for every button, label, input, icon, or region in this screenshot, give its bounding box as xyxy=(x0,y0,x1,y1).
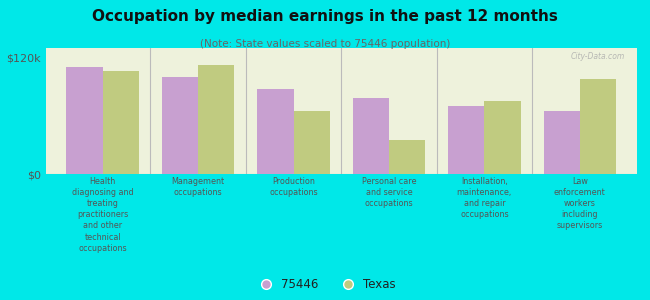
Bar xyxy=(103,71,139,174)
Text: (Note: State values scaled to 75446 population): (Note: State values scaled to 75446 popu… xyxy=(200,39,450,49)
Bar xyxy=(162,77,198,174)
Text: Management
occupations: Management occupations xyxy=(172,177,225,197)
Bar xyxy=(294,111,330,174)
Bar xyxy=(257,89,294,174)
Bar xyxy=(484,101,521,174)
Text: Occupation by median earnings in the past 12 months: Occupation by median earnings in the pas… xyxy=(92,9,558,24)
Bar xyxy=(580,79,616,174)
Text: City-Data.com: City-Data.com xyxy=(571,52,625,61)
Text: Personal care
and service
occupations: Personal care and service occupations xyxy=(361,177,416,208)
Bar xyxy=(353,98,389,174)
Bar xyxy=(448,106,484,174)
Legend: 75446, Texas: 75446, Texas xyxy=(254,278,396,291)
Text: Production
occupations: Production occupations xyxy=(269,177,318,197)
Bar xyxy=(66,68,103,174)
Text: Installation,
maintenance,
and repair
occupations: Installation, maintenance, and repair oc… xyxy=(457,177,512,219)
Text: Law
enforcement
workers
including
supervisors: Law enforcement workers including superv… xyxy=(554,177,606,230)
Bar xyxy=(198,65,235,174)
Bar xyxy=(389,140,425,174)
Bar xyxy=(543,111,580,174)
Text: Health
diagnosing and
treating
practitioners
and other
technical
occupations: Health diagnosing and treating practitio… xyxy=(72,177,133,253)
